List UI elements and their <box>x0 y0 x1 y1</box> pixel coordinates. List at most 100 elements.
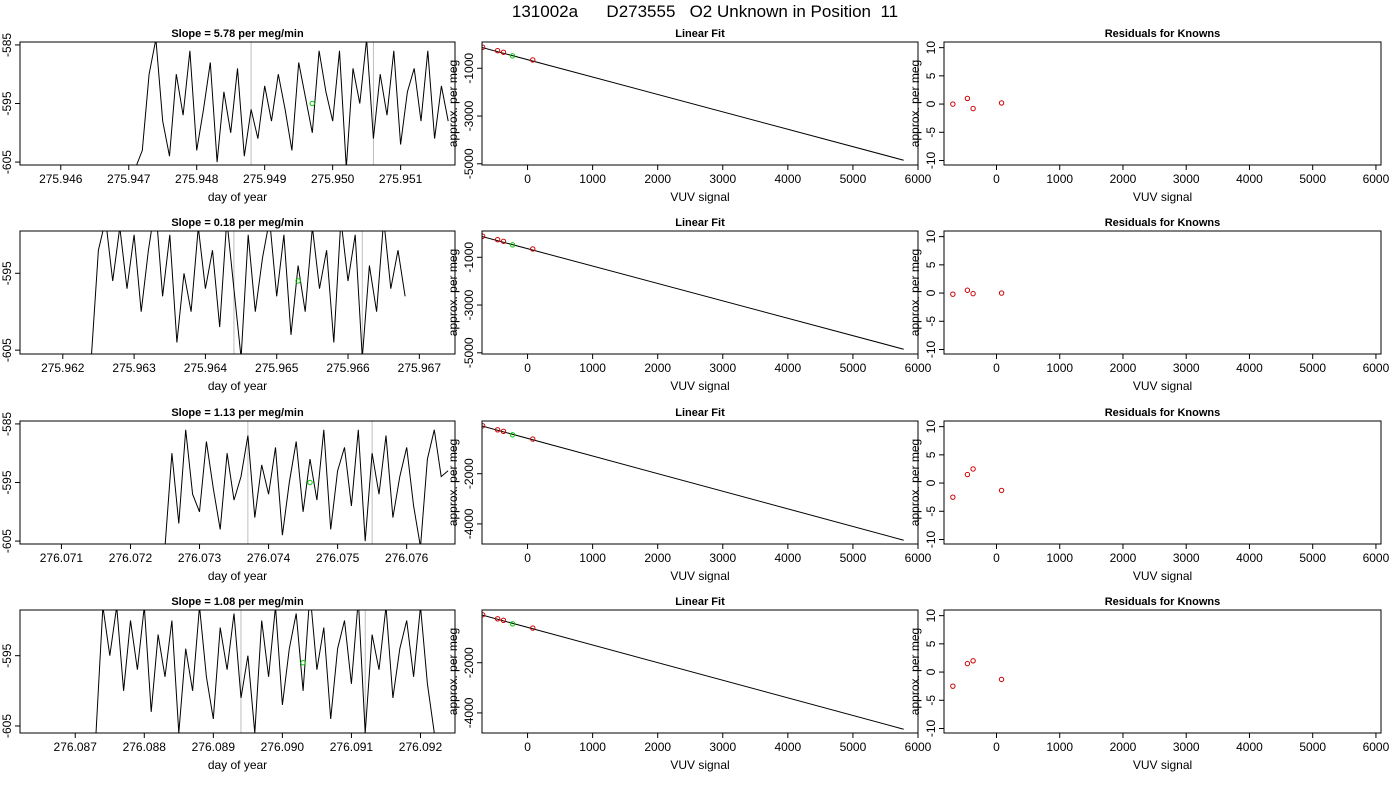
known-point <box>530 57 536 63</box>
known-point <box>964 660 971 667</box>
known-point <box>950 683 956 689</box>
y-tick-label: 0 <box>924 668 938 675</box>
panel-fit-row3: 0 1000 2000 3000 4000 5000 6000 -2000 -4000 Linea… <box>446 407 932 583</box>
x-tick-label: 4000 <box>1236 740 1263 754</box>
plot-area <box>136 42 449 165</box>
plot-frame <box>943 41 1382 166</box>
plot-area <box>482 233 904 350</box>
x-tick-label: 275.962 <box>41 361 85 375</box>
x-tick-label: 0 <box>993 551 1000 565</box>
known-point <box>530 625 536 631</box>
y-tick-label: 10 <box>924 420 938 434</box>
x-axis-label: day of year <box>208 190 267 204</box>
x-tick-label: 3000 <box>709 361 736 375</box>
known-point <box>482 612 486 618</box>
unknown-point <box>309 100 315 107</box>
x-tick-label: 275.967 <box>398 361 442 375</box>
y-axis-label: approx. per meg <box>446 628 460 715</box>
plot-frame <box>481 420 919 545</box>
plot-area <box>950 466 1005 500</box>
y-tick-label: -605 <box>0 338 14 362</box>
x-tick-label: 4000 <box>1236 551 1263 565</box>
x-tick-label: 5000 <box>1299 551 1326 565</box>
y-tick-label: 10 <box>924 41 938 55</box>
x-tick-label: 276.089 <box>192 740 236 754</box>
y-tick-label: 5 <box>924 640 938 647</box>
x-tick-label: 0 <box>524 361 531 375</box>
y-tick-label: -5000 <box>462 337 476 368</box>
known-point <box>530 246 536 252</box>
x-tick-label: 5000 <box>840 740 867 754</box>
y-tick-label: -5 <box>924 127 938 138</box>
x-tick-label: 2000 <box>644 740 671 754</box>
x-tick-label: 6000 <box>905 740 932 754</box>
x-tick-label: 276.076 <box>385 551 429 565</box>
x-tick-label: 276.071 <box>40 551 84 565</box>
y-tick-label: -585 <box>0 33 14 57</box>
unknown-point <box>509 621 516 627</box>
x-tick-label: 275.947 <box>107 172 151 186</box>
x-axis-label: day of year <box>208 569 267 583</box>
panel-title: Slope = 1.13 per meg/min <box>171 407 304 419</box>
y-tick-label: -4000 <box>462 508 476 539</box>
x-tick-label: 6000 <box>1363 361 1390 375</box>
x-tick-label: 1000 <box>579 740 606 754</box>
y-axis-label: approx. per meg <box>908 249 922 336</box>
plot-frame <box>943 230 1382 355</box>
x-tick-label: 276.088 <box>123 740 167 754</box>
x-tick-label: 1000 <box>579 172 606 186</box>
fit-line <box>482 425 904 541</box>
y-tick-label: -1000 <box>462 53 476 84</box>
y-tick-label: 5 <box>924 451 938 458</box>
y-tick-label: -5000 <box>462 148 476 179</box>
panel-title: Residuals for Knowns <box>1105 28 1221 40</box>
series-line <box>91 231 406 354</box>
known-point <box>970 658 976 664</box>
known-point <box>494 48 501 54</box>
panel-fit-row2: 0 1000 2000 3000 4000 5000 6000 -1000 -3000 -5000… <box>446 217 932 393</box>
x-tick-label: 1000 <box>1046 172 1073 186</box>
panel-resid-row1: 0 1000 2000 3000 4000 5000 6000 10 5 0 -5 -10 Residu… <box>908 28 1390 204</box>
series-line <box>136 42 449 165</box>
plot-area <box>950 287 1005 297</box>
plot-frame <box>481 609 919 734</box>
x-tick-label: 5000 <box>1299 740 1326 754</box>
y-tick-label: -10 <box>924 151 938 169</box>
plot-frame <box>943 420 1382 545</box>
y-tick-label: -5 <box>924 506 938 517</box>
unknown-point <box>300 660 306 666</box>
plot-frame <box>943 609 1382 734</box>
panel-time-row4: 276.087 276.088 276.089 276.090 276.091 276.0… <box>0 596 456 772</box>
known-point <box>494 427 501 433</box>
y-tick-label: -3000 <box>462 100 476 131</box>
panel-title: Slope = 1.08 per meg/min <box>171 596 304 608</box>
x-axis-label: VUV signal <box>1133 190 1192 204</box>
panel-title: Residuals for Knowns <box>1105 217 1221 229</box>
x-tick-label: 6000 <box>905 551 932 565</box>
x-tick-label: 275.966 <box>326 361 370 375</box>
known-point <box>998 290 1005 296</box>
x-axis-label: day of year <box>208 379 267 393</box>
known-point <box>530 436 536 442</box>
x-tick-label: 2000 <box>1110 740 1137 754</box>
plot-area <box>482 44 904 161</box>
panel-title: Linear Fit <box>675 217 725 229</box>
y-tick-label: -605 <box>0 529 14 553</box>
unknown-point <box>509 53 516 59</box>
x-tick-label: 2000 <box>1110 172 1137 186</box>
known-point <box>998 100 1005 106</box>
y-tick-label: -595 <box>0 470 14 494</box>
x-tick-label: 3000 <box>1173 361 1200 375</box>
known-point <box>482 233 486 239</box>
x-axis-label: VUV signal <box>1133 379 1192 393</box>
x-axis-label: VUV signal <box>670 569 729 583</box>
plot-area <box>91 231 406 354</box>
plot-area <box>482 423 904 541</box>
x-tick-label: 5000 <box>1299 361 1326 375</box>
y-tick-label: 10 <box>924 230 938 244</box>
x-tick-label: 276.090 <box>261 740 305 754</box>
known-point <box>500 617 507 623</box>
x-tick-label: 0 <box>524 172 531 186</box>
plot-area <box>482 612 904 730</box>
y-axis-label: approx. per meg <box>446 60 460 147</box>
